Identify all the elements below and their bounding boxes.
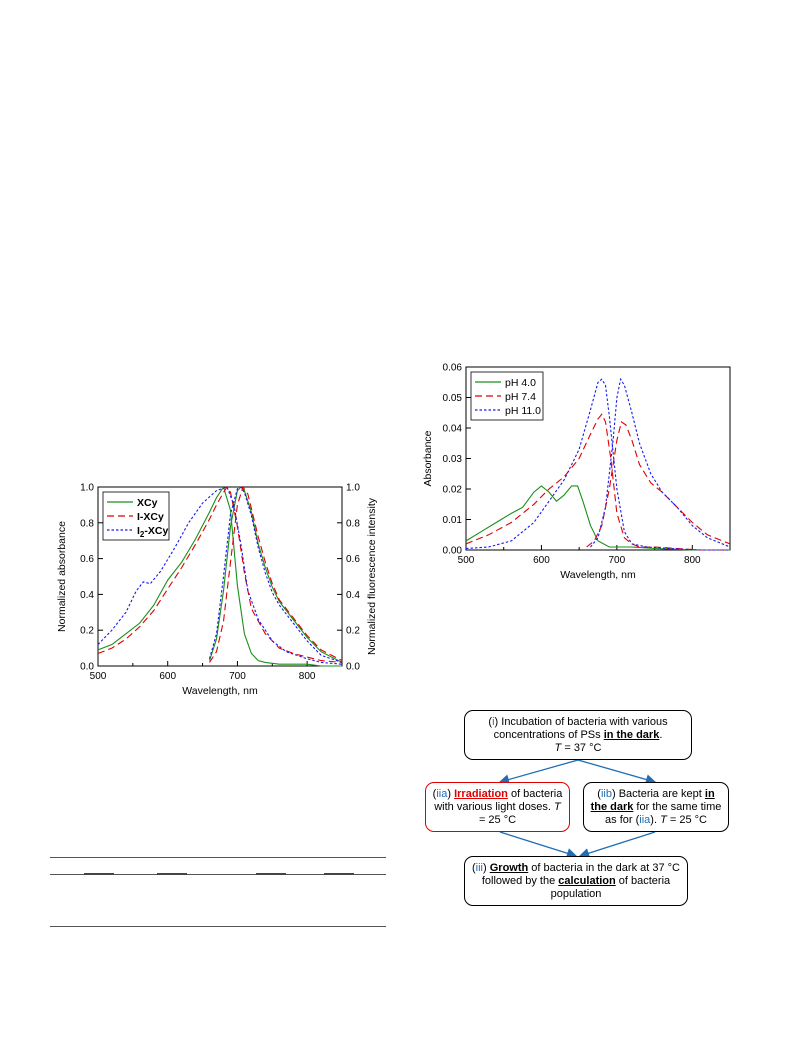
y2-tick-label: 1.0 bbox=[346, 483, 360, 494]
arrow-iib-to-iii bbox=[578, 831, 656, 859]
legend-label: pH 4.0 bbox=[505, 377, 536, 389]
y-tick-label: 0.00 bbox=[443, 546, 463, 557]
step-iib-text: Bacteria are kept bbox=[615, 787, 705, 800]
series-line-absorbance bbox=[97, 485, 343, 663]
x-tick-label: 800 bbox=[684, 555, 701, 566]
legend-label: pH 11.0 bbox=[505, 405, 541, 417]
y2-axis-label: Normalized fluorescence intensity bbox=[366, 497, 378, 655]
step-iib-text-mid: for the same time as for ( bbox=[605, 800, 722, 826]
step-i-text: Incubation of bacteria with various conc… bbox=[493, 715, 668, 741]
step-iia-tag: iia bbox=[436, 787, 448, 800]
scheme-step-iia: (iia) Irradiation of bacteria with vario… bbox=[425, 782, 570, 832]
legend-label-main: I bbox=[137, 525, 140, 537]
table-top-rule bbox=[50, 857, 386, 858]
step-iii-text-end: of bacteria population bbox=[550, 874, 671, 900]
x-axis-label: Wavelength, nm bbox=[182, 685, 258, 697]
legend-label: I-XCy bbox=[137, 511, 164, 523]
series-line-absorbance bbox=[465, 485, 730, 551]
series-line-absorbance bbox=[590, 377, 731, 548]
arrow-i-to-iib bbox=[577, 759, 657, 785]
y-tick-label: 0.05 bbox=[443, 393, 463, 404]
table-mid-rule bbox=[50, 874, 386, 875]
y2-tick-label: 0.0 bbox=[346, 662, 360, 673]
step-iii-text: of bacteria in the dark at 37 °C followe… bbox=[481, 861, 680, 887]
y-tick-label: 0.02 bbox=[443, 485, 463, 496]
table-mark bbox=[84, 873, 114, 875]
step-iii-tag: iii bbox=[475, 861, 483, 874]
scheme-step-i: (i) Incubation of bacteria with various … bbox=[464, 710, 692, 760]
series-line-absorbance bbox=[465, 413, 730, 551]
legend-label: pH 7.4 bbox=[505, 391, 536, 403]
step-i-temp: = 37 °C bbox=[561, 741, 602, 754]
series-line-fluorescence bbox=[209, 485, 343, 663]
y-tick-label: 1.0 bbox=[80, 483, 94, 494]
step-iia-temp-var: T bbox=[554, 800, 561, 813]
x-tick-label: 800 bbox=[299, 671, 316, 682]
step-iib-tag: iib bbox=[600, 787, 612, 800]
y2-tick-label: 0.4 bbox=[346, 590, 360, 601]
series-line-absorbance bbox=[97, 485, 342, 667]
step-iib-ref: iia bbox=[639, 813, 651, 826]
y-tick-label: 0.03 bbox=[443, 454, 463, 465]
x-tick-label: 700 bbox=[229, 671, 246, 682]
x-tick-label: 600 bbox=[533, 555, 550, 566]
step-iib-bold: in the dark bbox=[590, 787, 715, 813]
legend-box bbox=[470, 371, 544, 421]
y-axis-label: Normalized absorbance bbox=[56, 521, 68, 632]
step-i-temp-var: T bbox=[554, 741, 562, 754]
series-line-absorbance bbox=[465, 378, 730, 551]
table-mark bbox=[256, 873, 286, 875]
y-tick-label: 0.4 bbox=[80, 590, 94, 601]
legend-label: I2-XCy bbox=[137, 525, 168, 539]
table-bottom-rule bbox=[50, 926, 386, 927]
table-mark bbox=[157, 873, 187, 875]
x-tick-label: 500 bbox=[458, 555, 475, 566]
step-iib-temp: = 25 °C bbox=[666, 813, 707, 826]
y-tick-label: 0.0 bbox=[80, 662, 94, 673]
legend-label-tail: -XCy bbox=[144, 525, 168, 537]
step-iib-text-end: ). bbox=[650, 813, 661, 826]
y2-tick-label: 0.6 bbox=[346, 554, 360, 565]
series-line-absorbance bbox=[97, 486, 343, 665]
x-tick-label: 700 bbox=[609, 555, 626, 566]
y-tick-label: 0.8 bbox=[80, 518, 94, 529]
y-tick-label: 0.01 bbox=[443, 515, 463, 526]
x-axis-label: Wavelength, nm bbox=[560, 569, 636, 581]
y-axis-label: Absorbance bbox=[422, 430, 434, 486]
x-tick-label: 500 bbox=[90, 671, 107, 682]
series-line-fluorescence bbox=[208, 486, 343, 663]
step-i-text-end: . bbox=[659, 728, 663, 741]
legend-label-main: I-XCy bbox=[137, 511, 164, 523]
legend-label: XCy bbox=[137, 497, 158, 509]
legend-label-sub: 2 bbox=[140, 530, 145, 539]
x-tick-label: 600 bbox=[159, 671, 176, 682]
step-iia-temp: = 25 °C bbox=[478, 813, 517, 826]
step-iib-temp-var: T bbox=[660, 813, 667, 826]
y-tick-label: 0.04 bbox=[443, 424, 463, 435]
scheme-step-iii: (iii) Growth of bacteria in the dark at … bbox=[464, 856, 688, 906]
y2-tick-label: 0.8 bbox=[346, 518, 360, 529]
y-tick-label: 0.06 bbox=[443, 363, 463, 374]
arrow-iia-to-iii bbox=[499, 831, 578, 859]
y-tick-label: 0.6 bbox=[80, 554, 94, 565]
step-i-bold: in the dark bbox=[603, 728, 660, 741]
step-iia-text: of bacteria with various light doses. bbox=[434, 787, 563, 813]
step-iia-bold: Irradiation bbox=[454, 787, 508, 800]
step-i-tag: i bbox=[492, 715, 495, 728]
scheme-step-iib: (iib) Bacteria are kept in the dark for … bbox=[583, 782, 729, 832]
plot-frame bbox=[97, 486, 343, 667]
table-mark bbox=[324, 873, 354, 875]
y2-tick-label: 0.2 bbox=[346, 626, 360, 637]
y-tick-label: 0.2 bbox=[80, 626, 94, 637]
step-iii-bold1: Growth bbox=[489, 861, 529, 874]
legend-label-main: XCy bbox=[137, 497, 158, 509]
step-iii-bold2: calculation bbox=[558, 874, 616, 887]
arrow-i-to-iia bbox=[498, 759, 579, 785]
